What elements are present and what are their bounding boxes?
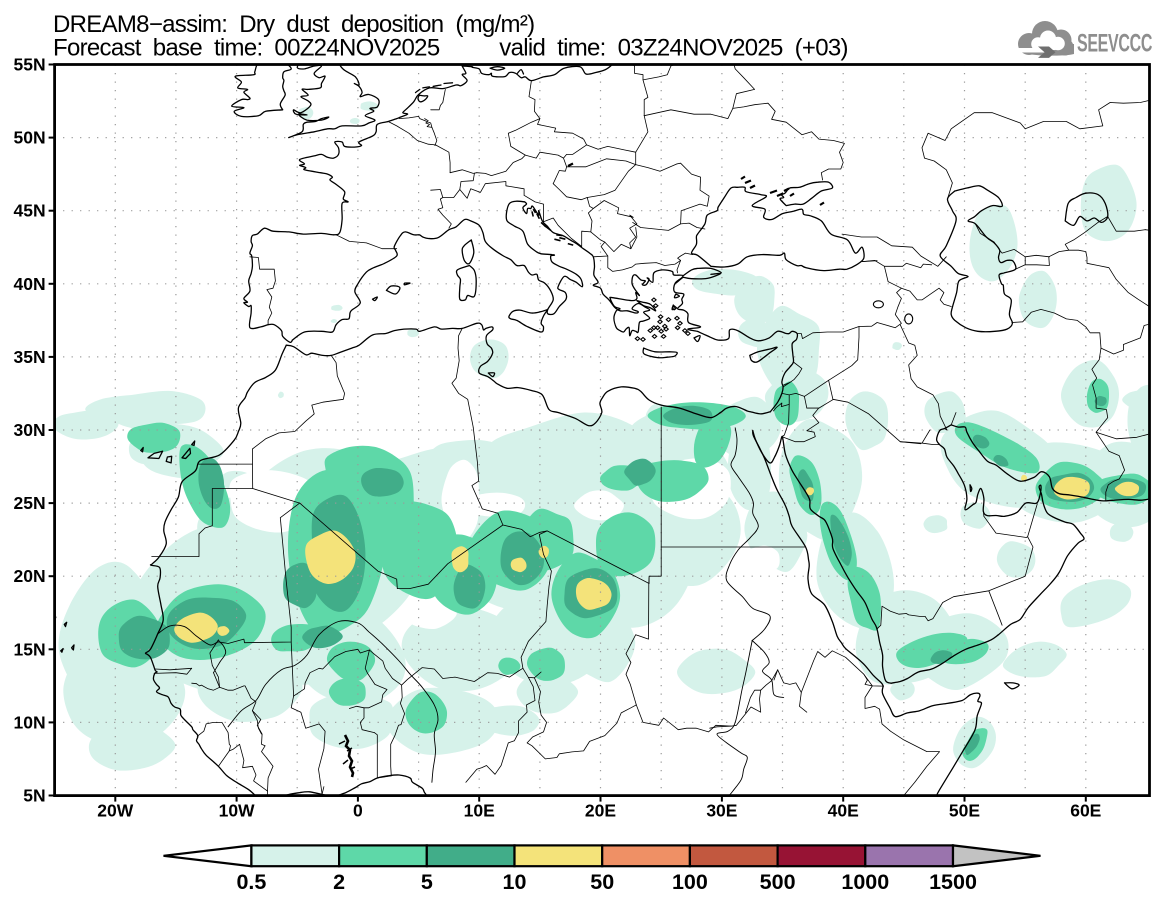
svg-text:20W: 20W [97, 801, 133, 821]
svg-text:1000: 1000 [841, 870, 889, 894]
svg-text:DREAM8−assim: Dry dust deposit: DREAM8−assim: Dry dust deposition (mg/m²… [53, 11, 534, 38]
svg-text:55N: 55N [13, 55, 45, 75]
svg-text:50N: 50N [13, 128, 45, 148]
svg-text:30E: 30E [706, 801, 737, 821]
svg-text:10: 10 [503, 870, 527, 894]
svg-text:50: 50 [590, 870, 614, 894]
svg-text:10W: 10W [219, 801, 255, 821]
svg-text:Forecast base time: 00Z24NOV20: Forecast base time: 00Z24NOV2025 valid t… [53, 35, 848, 62]
svg-text:50E: 50E [949, 801, 980, 821]
svg-text:30N: 30N [13, 420, 45, 440]
svg-text:20N: 20N [13, 566, 45, 586]
svg-text:60E: 60E [1070, 801, 1101, 821]
svg-text:20E: 20E [585, 801, 616, 821]
svg-text:1500: 1500 [929, 870, 977, 894]
svg-text:10N: 10N [13, 712, 45, 732]
svg-text:5: 5 [421, 870, 433, 894]
svg-text:25N: 25N [13, 493, 45, 513]
svg-text:5N: 5N [23, 786, 45, 806]
svg-text:SEEVCCC: SEEVCCC [1077, 30, 1152, 57]
svg-text:45N: 45N [13, 201, 45, 221]
svg-text:35N: 35N [13, 347, 45, 367]
svg-text:2: 2 [333, 870, 345, 894]
svg-text:0: 0 [353, 801, 363, 821]
svg-text:100: 100 [672, 870, 708, 894]
svg-text:40E: 40E [828, 801, 859, 821]
svg-text:500: 500 [760, 870, 796, 894]
svg-text:15N: 15N [13, 639, 45, 659]
svg-text:0.5: 0.5 [236, 870, 266, 894]
svg-text:40N: 40N [13, 274, 45, 294]
svg-text:10E: 10E [464, 801, 495, 821]
